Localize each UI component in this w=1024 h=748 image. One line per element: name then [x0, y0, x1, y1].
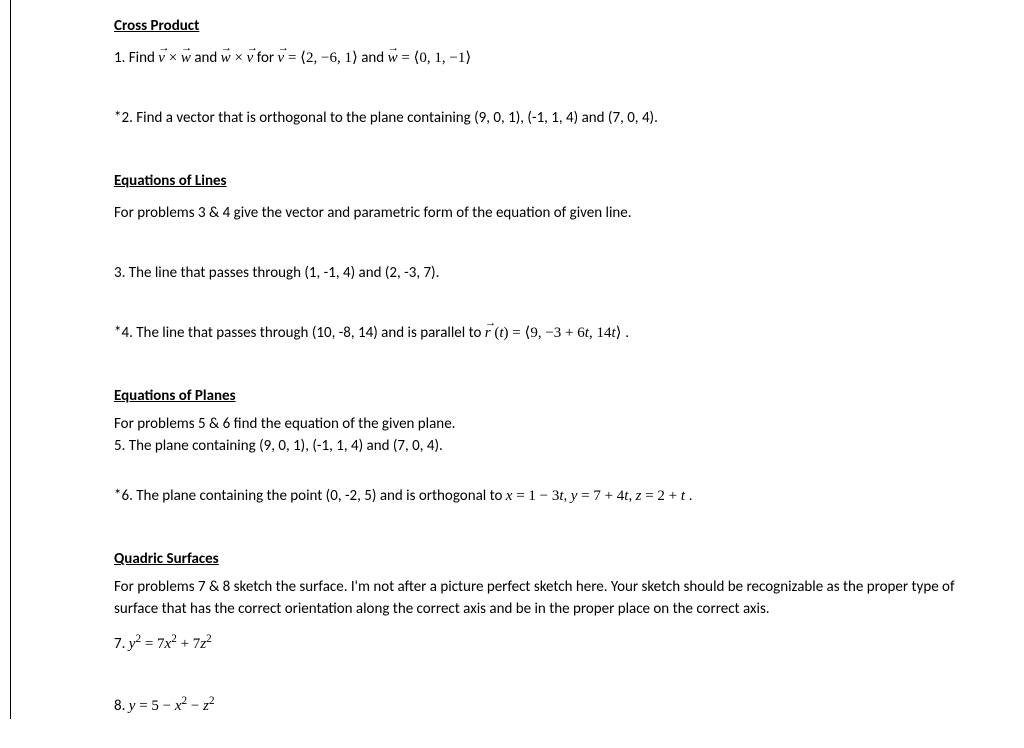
p4-prefix: *4. The line that passes through (10, -8… [114, 324, 485, 342]
lines-intro: For problems 3 & 4 give the vector and p… [114, 203, 984, 225]
eq2: = [398, 50, 414, 66]
p8-prefix: 8. [114, 697, 129, 715]
heading-lines: Equations of Lines [114, 171, 984, 193]
w-value: ⟨0, 1, −1⟩ [414, 50, 472, 66]
p6-c1: , [564, 487, 571, 505]
vector-v: v [158, 48, 165, 70]
problem-4: *4. The line that passes through (10, -8… [114, 323, 984, 345]
vector-w3: w [388, 48, 398, 70]
p6-eq1: = 1 − 3 [512, 488, 559, 504]
p8-z-sq: 2 [209, 695, 215, 707]
p6-prefix: *6. The plane containing the point (0, -… [114, 487, 506, 505]
p6-eq2: = 7 + 4 [577, 488, 624, 504]
p6-c2: , [628, 487, 635, 505]
p6-end: . [685, 488, 693, 504]
left-rule [10, 0, 11, 719]
vector-v3: v [278, 48, 285, 70]
document-page: Cross Product 1. Find v × w and w × v fo… [0, 0, 1024, 748]
p4-val2: , 14 [589, 325, 612, 341]
p1-prefix: 1. Find [114, 49, 158, 67]
problem-7: 7. y2 = 7x2 + 7z2 [114, 631, 984, 656]
v-value: ⟨2, −6, 1⟩ [300, 50, 358, 66]
problem-6: *6. The plane containing the point (0, -… [114, 486, 984, 508]
vector-r: r [485, 323, 491, 345]
p8-x: x [175, 698, 182, 714]
p8-eq: = 5 − [135, 698, 174, 714]
heading-planes: Equations of Planes [114, 386, 984, 408]
problem-5: 5. The plane containing (9, 0, 1), (-1, … [114, 436, 984, 458]
vector-v2: v [247, 48, 254, 70]
problem-1: 1. Find v × w and w × v for v = ⟨2, −6, … [114, 48, 984, 70]
vector-w: w [181, 48, 191, 70]
p4-val1: ⟨9, −3 + 6 [525, 325, 585, 341]
and-1: and [191, 49, 221, 67]
times-2: × [231, 50, 247, 66]
vector-w2: w [221, 48, 231, 70]
problem-2: *2. Find a vector that is orthogonal to … [114, 108, 984, 130]
p4-end: ⟩ . [616, 325, 629, 341]
p7-eq: = 7 [141, 636, 164, 652]
p7-plus: + 7 [177, 636, 200, 652]
planes-intro: For problems 5 & 6 find the equation of … [114, 414, 984, 436]
problem-3: 3. The line that passes through (1, -1, … [114, 263, 984, 285]
p8-minus: − [187, 698, 203, 714]
p6-eq3: = 2 + [641, 488, 680, 504]
heading-quadric: Quadric Surfaces [114, 549, 984, 571]
p4-after-t: ) = [504, 325, 525, 341]
problem-8: 8. y = 5 − x2 − z2 [114, 693, 984, 718]
p7-z-sq: 2 [206, 633, 212, 645]
quadric-intro: For problems 7 & 8 sketch the surface. I… [114, 577, 984, 621]
p7-prefix: 7. [114, 635, 129, 653]
heading-cross-product: Cross Product [114, 16, 984, 38]
and-2: and [358, 49, 388, 67]
